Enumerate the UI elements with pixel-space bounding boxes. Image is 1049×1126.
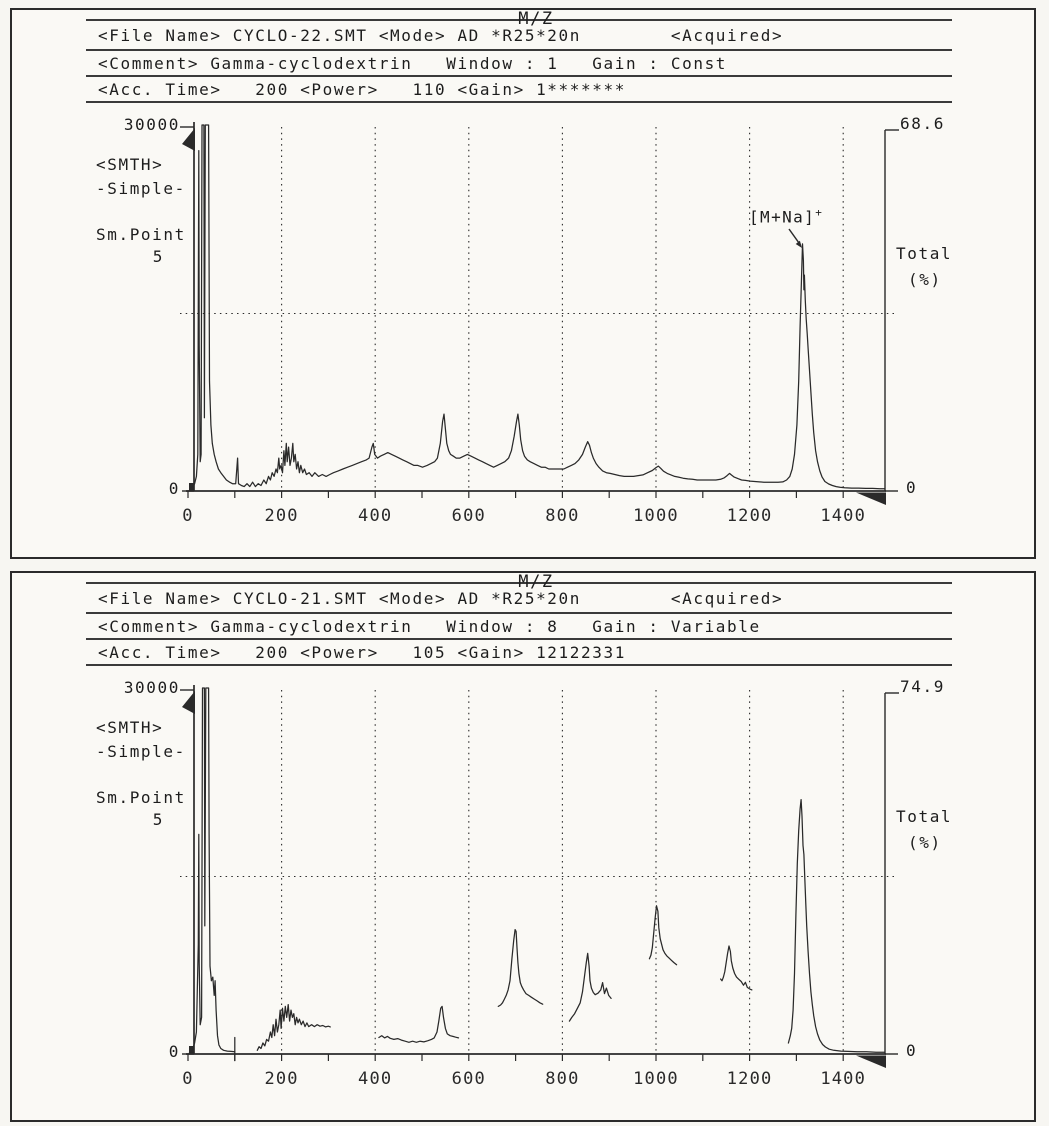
- x-axis-tick-label: 600: [452, 1069, 486, 1089]
- x-axis-title: M/Z: [518, 572, 554, 592]
- y-axis-max-label: 30000: [123, 678, 180, 697]
- total-zero-label: 0: [906, 478, 918, 497]
- annotation-arrowhead: [795, 240, 802, 248]
- acquisition-header: <File Name> CYCLO-21.SMT <Mode> AD *R25*…: [86, 582, 952, 666]
- x-axis-tick-label: 400: [358, 1069, 392, 1089]
- x-axis-tick-label: 1000: [633, 506, 679, 526]
- x-axis-arrowhead: [856, 492, 886, 505]
- x-axis-tick-label: 0: [182, 506, 193, 526]
- x-axis-tick-label: 1200: [727, 1069, 773, 1089]
- smoothing-label: <SMTH>: [96, 718, 164, 737]
- x-axis-tick-label: 1400: [820, 506, 866, 526]
- smoothing-type-label: -Simple-: [96, 742, 186, 761]
- spectrum-trace: [497, 928, 544, 1008]
- y-axis-zero-label: 0: [168, 1042, 180, 1061]
- spectrum-trace: [256, 1003, 331, 1051]
- smoothing-point-label: Sm.Point: [96, 225, 186, 244]
- header-file-line: <File Name> CYCLO-22.SMT <Mode> AD *R25*…: [86, 21, 952, 51]
- spectrum-plot: 0 200 400 600 800 1000 1200 1400: [180, 685, 899, 1089]
- total-axis-unit: (%): [908, 833, 942, 852]
- y-axis-zero-label: 0: [168, 479, 180, 498]
- pen-flag-marker: [182, 128, 195, 151]
- x-axis-tick-label: 200: [264, 1069, 298, 1089]
- pen-origin-mark: [189, 483, 194, 491]
- spectrum-panel-cyclo-22: <File Name> CYCLO-22.SMT <Mode> AD *R25*…: [10, 8, 1036, 559]
- x-axis-tick-label: 1200: [727, 506, 773, 526]
- header-file-line: <File Name> CYCLO-21.SMT <Mode> AD *R25*…: [86, 584, 952, 614]
- total-axis-label: Total: [896, 244, 953, 263]
- annotation-arrow: [788, 228, 800, 244]
- smoothing-type-label: -Simple-: [96, 179, 186, 198]
- spectrum-trace: [787, 798, 886, 1053]
- header-acc-time-line: <Acc. Time> 200 <Power> 110 <Gain> 1****…: [86, 77, 952, 103]
- spectrum-trace: [189, 124, 886, 490]
- annotation-charge: +: [815, 206, 822, 219]
- x-axis-tick-label: 1000: [633, 1069, 679, 1089]
- spectrum-trace: [378, 1005, 460, 1043]
- pen-flag-marker: [182, 691, 195, 714]
- x-axis-tick-label: 200: [264, 506, 298, 526]
- peak-annotation-m-plus-na: [M+Na]+: [749, 206, 822, 226]
- total-percent-max-label: 74.9: [900, 677, 945, 696]
- x-axis-tick-label: 800: [545, 1069, 579, 1089]
- acquisition-header: <File Name> CYCLO-22.SMT <Mode> AD *R25*…: [86, 19, 952, 103]
- smoothing-point-label: Sm.Point: [96, 788, 186, 807]
- spectrum-trace: [188, 687, 236, 1054]
- pen-origin-mark: [189, 1046, 194, 1054]
- smoothing-point-value: 5: [152, 810, 164, 829]
- header-comment-line: <Comment> Gamma-cyclodextrin Window : 1 …: [86, 51, 952, 77]
- x-axis-title: M/Z: [518, 9, 554, 29]
- spectrum-trace: [719, 945, 753, 991]
- total-zero-label: 0: [906, 1041, 918, 1060]
- spectrum-trace: [648, 905, 678, 966]
- spectrum-trace: [568, 952, 612, 1022]
- total-percent-max-label: 68.6: [900, 114, 945, 133]
- header-comment-line: <Comment> Gamma-cyclodextrin Window : 8 …: [86, 614, 952, 640]
- x-axis-tick-label: 600: [452, 506, 486, 526]
- total-axis-unit: (%): [908, 270, 942, 289]
- spectrum-plot: 0 200 400 600 800 1000 1200 1400: [180, 122, 899, 526]
- y-axis-max-label: 30000: [123, 115, 180, 134]
- smoothing-point-value: 5: [152, 247, 164, 266]
- header-acc-time-line: <Acc. Time> 200 <Power> 105 <Gain> 12122…: [86, 640, 952, 666]
- spectrum-panel-cyclo-21: <File Name> CYCLO-21.SMT <Mode> AD *R25*…: [10, 571, 1036, 1122]
- smoothing-label: <SMTH>: [96, 155, 164, 174]
- x-axis-tick-label: 400: [358, 506, 392, 526]
- x-axis-arrowhead: [856, 1055, 886, 1068]
- x-axis-tick-label: 800: [545, 506, 579, 526]
- annotation-text: [M+Na]: [749, 207, 816, 227]
- x-axis-tick-label: 0: [182, 1069, 193, 1089]
- x-axis-tick-label: 1400: [820, 1069, 866, 1089]
- total-axis-label: Total: [896, 807, 953, 826]
